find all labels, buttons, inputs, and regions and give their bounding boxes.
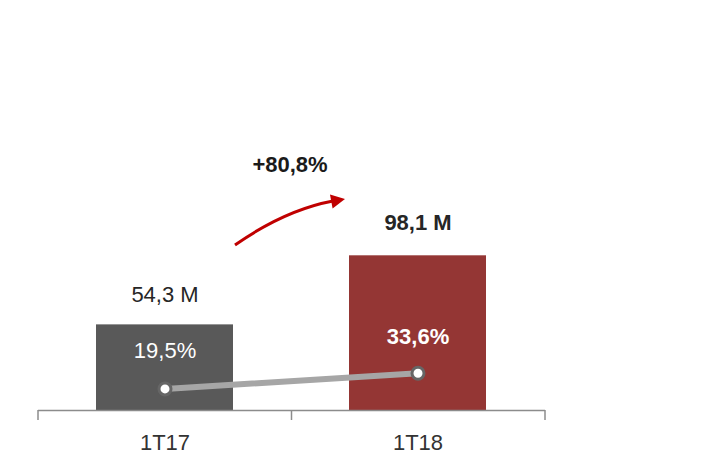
- svg-text:1T18: 1T18: [393, 430, 443, 455]
- svg-text:54,3 M: 54,3 M: [131, 282, 198, 307]
- svg-text:19,5%: 19,5%: [134, 338, 196, 363]
- svg-text:1T17: 1T17: [140, 430, 190, 455]
- svg-text:98,1 M: 98,1 M: [384, 210, 451, 235]
- svg-text:+80,8%: +80,8%: [252, 152, 327, 177]
- svg-text:33,6%: 33,6%: [387, 324, 449, 349]
